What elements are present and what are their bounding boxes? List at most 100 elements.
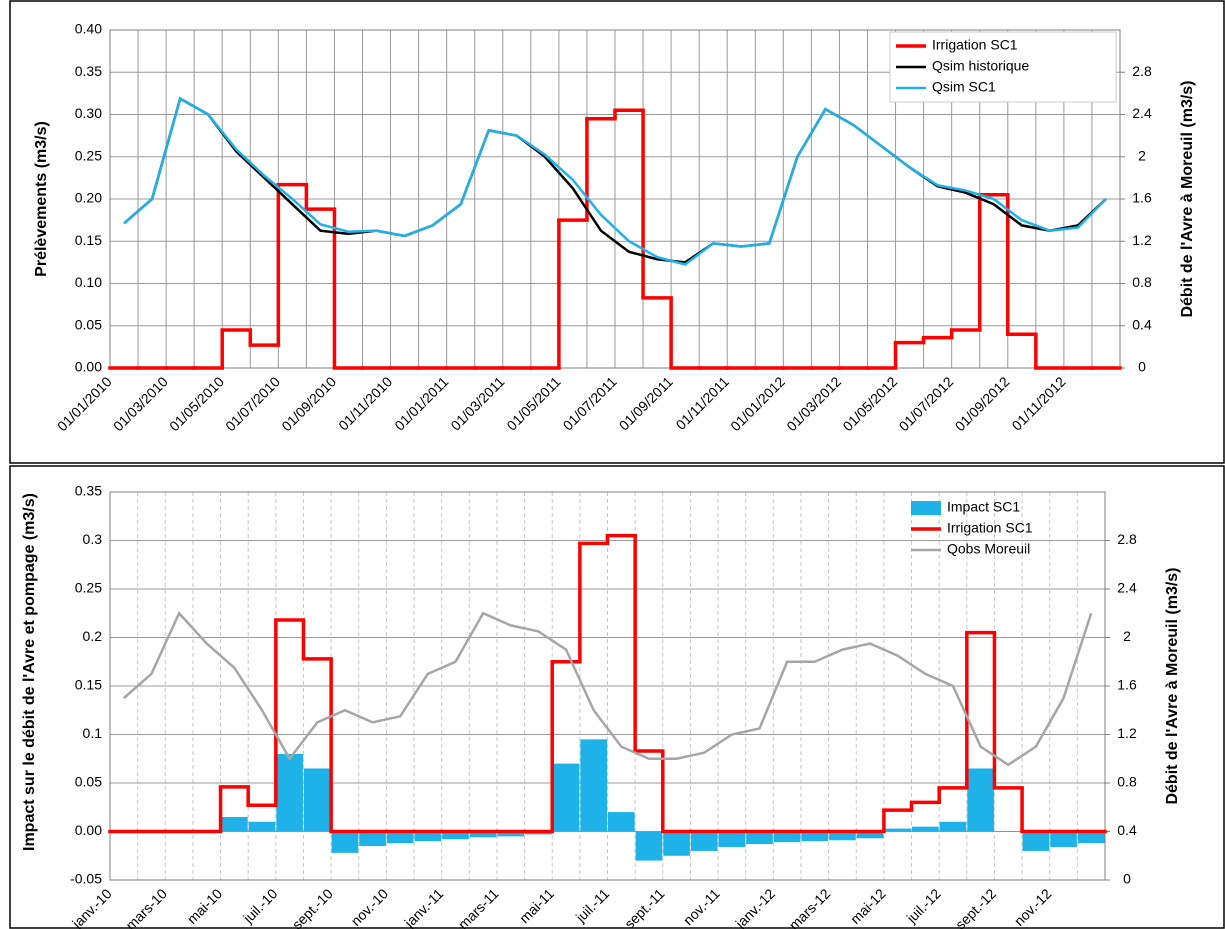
bar (773, 831, 801, 843)
y-tick-label: 0.00 (75, 822, 102, 838)
x-tick-label: mai-12 (847, 885, 889, 927)
y-tick-label: 0.15 (75, 232, 102, 248)
y2-tick-label: 2.4 (1132, 105, 1152, 121)
bar (1022, 831, 1050, 851)
bar (469, 831, 497, 838)
line (122, 611, 1093, 767)
y-tick-label: 0.3 (83, 531, 103, 547)
x-tick-label: 01/09/2010 (278, 373, 339, 434)
x-tick-label: mars-11 (455, 885, 502, 929)
x-tick-label: sept.-12 (952, 885, 999, 929)
y2-tick-label: 2.8 (1117, 531, 1137, 547)
legend-box (889, 31, 1117, 103)
bar (939, 821, 967, 832)
bar (746, 831, 773, 845)
y-axis-title: Impact sur le débit de l'Avre et pompage… (21, 493, 38, 851)
legend-swatch (911, 501, 941, 515)
y2-tick-label: 2.4 (1117, 580, 1137, 596)
x-tick-label: 01/07/2010 (222, 373, 283, 434)
x-tick-label: janv.-10 (68, 885, 115, 929)
y2-tick-label: 0.8 (1132, 274, 1152, 290)
bar (690, 831, 718, 851)
y2-tick-label: 0 (1123, 871, 1131, 887)
bar (884, 828, 912, 832)
frame (9, 0, 1225, 464)
x-tick-label: sept.-10 (289, 885, 336, 929)
y-tick-label: 0.10 (75, 274, 102, 290)
series-layer (108, 533, 1107, 861)
x-tick-label: 01/07/2011 (560, 373, 620, 433)
y-tick-label: 0.35 (75, 483, 102, 499)
step-riser (218, 535, 1024, 832)
y2-tick-label: 0 (1138, 359, 1146, 375)
x-tick-label: 01/09/2011 (616, 373, 676, 433)
bar (386, 831, 414, 844)
x-tick-label: 01/05/2010 (166, 373, 227, 434)
x-tick-label: 01/01/2012 (727, 373, 788, 434)
x-tick-label: 01/05/2011 (504, 373, 564, 433)
y2-tick-label: 1.2 (1132, 232, 1152, 248)
x-tick-label: mai-11 (516, 885, 557, 926)
y-tick-label: 0.1 (83, 725, 103, 741)
frame (9, 465, 1225, 929)
bar (829, 831, 856, 841)
x-tick-label: 01/05/2012 (839, 373, 900, 434)
bar (248, 821, 276, 832)
bar (580, 739, 607, 832)
y-tick-label: 0.25 (75, 147, 102, 163)
legend-label: Impact SC1 (947, 499, 1020, 515)
plot-area (109, 491, 1106, 881)
x-tick-label: 01/03/2011 (447, 373, 507, 433)
y2-tick-label: 1.6 (1132, 190, 1152, 206)
bar (801, 831, 829, 842)
y2-tick-label: 2 (1138, 147, 1146, 163)
series-layer (108, 96, 1122, 370)
y2-tick-label: 1.6 (1117, 677, 1137, 693)
bar (856, 831, 884, 839)
x-tick-label: 01/01/2010 (54, 373, 115, 434)
legend-label: Qsim historique (932, 58, 1029, 74)
y2-tick-label: 2 (1123, 628, 1131, 644)
step-riser (220, 110, 1038, 368)
x-tick-label: 01/09/2012 (952, 373, 1013, 434)
chart-bottom: -0.05 0.00 0.05 0.1 0.15 0.2 0.25 0.3 0.35 0 0.4 0.… (9, 465, 1225, 929)
y-tick-label: 0.40 (75, 21, 102, 37)
bar (497, 831, 525, 837)
y-tick-label: 0.30 (75, 105, 102, 121)
x-tick-label: 01/01/2011 (391, 373, 451, 433)
x-tick-label: mai-10 (184, 885, 226, 927)
x-tick-label: juil.-11 (572, 885, 613, 926)
x-tick-label: nov.-11 (680, 885, 723, 928)
x-tick-label: janv.-12 (732, 885, 779, 929)
y2-tick-label: 0.4 (1132, 316, 1152, 332)
bar (442, 831, 469, 840)
y-tick-label: 0.20 (75, 190, 102, 206)
x-tick-label: 01/03/2010 (110, 373, 171, 434)
x-tick-label: juil.-12 (903, 885, 944, 926)
x-tick-label: 01/11/2010 (335, 373, 395, 433)
bar (663, 831, 690, 856)
y2-tick-label: 0.8 (1117, 774, 1137, 790)
y-tick-label: 0.05 (75, 316, 102, 332)
x-tick-label: janv.-11 (401, 885, 447, 929)
y2-tick-label: 1.2 (1117, 725, 1137, 741)
bar (635, 831, 663, 861)
bar (1050, 831, 1077, 848)
bar (276, 753, 303, 832)
y-tick-label: 0.35 (75, 63, 102, 79)
legend-label: Qsim SC1 (932, 79, 996, 95)
chart-top: 0.00 0.05 0.10 0.15 0.20 0.25 0.30 0.35 0.40 0 0.4… (9, 0, 1225, 464)
y2-tick-label: 0.4 (1117, 822, 1137, 838)
bar (912, 826, 939, 832)
plot-area (109, 29, 1121, 369)
y-tick-label: 0.25 (75, 580, 102, 596)
x-tick-label: mars-10 (122, 885, 170, 929)
x-tick-label: mars-12 (786, 885, 834, 929)
x-tick-label: 01/11/2012 (1009, 373, 1069, 433)
bar (331, 831, 359, 853)
y-tick-label: -0.05 (70, 871, 102, 887)
x-tick-label: nov.-12 (1011, 885, 1055, 929)
bar (718, 831, 746, 848)
bar (1077, 831, 1105, 844)
